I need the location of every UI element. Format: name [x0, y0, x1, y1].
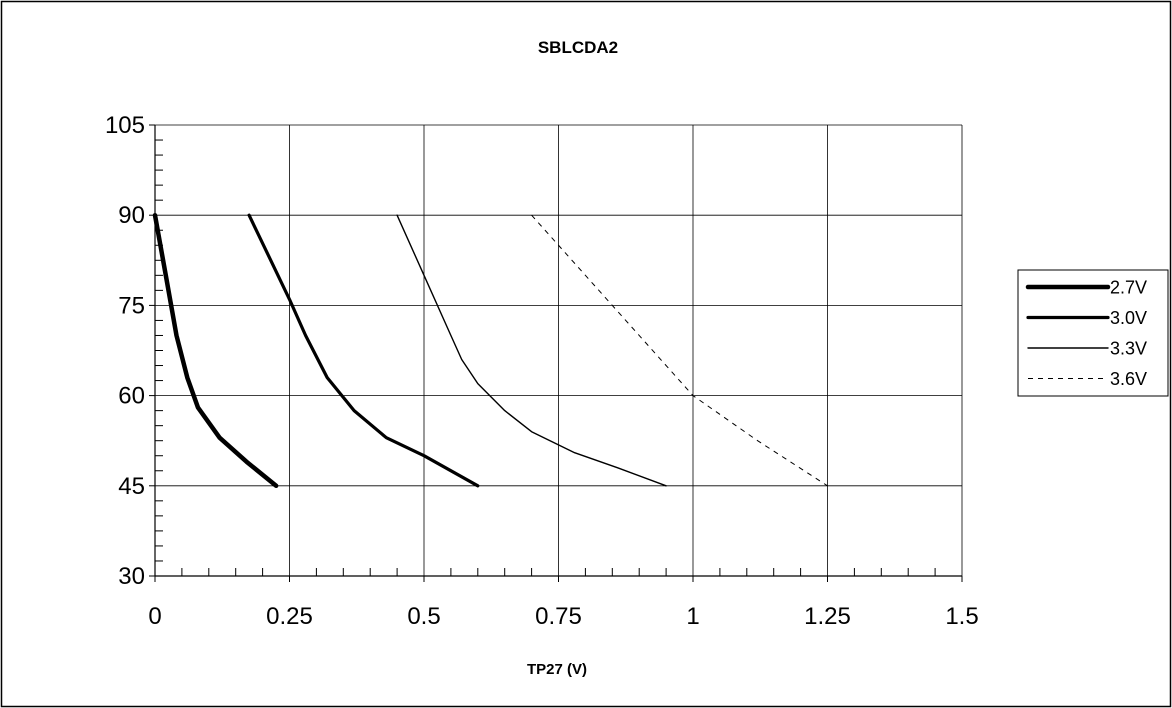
series-line-33V	[396, 214, 667, 487]
y-tick-label: 75	[118, 292, 145, 319]
x-tick-label: 0.25	[266, 603, 313, 630]
x-tick-label: 0.75	[535, 603, 582, 630]
y-tick-label: 60	[118, 383, 145, 410]
legend-box	[1017, 269, 1169, 397]
legend: 2.7V 3.0V 3.3V 3.6V	[1017, 269, 1169, 397]
x-tick-label: 0.5	[407, 603, 440, 630]
y-tick-label: 30	[118, 563, 145, 590]
series-line-30V	[247, 213, 480, 488]
x-tick-label: 1.5	[945, 603, 978, 630]
series-line-36V	[531, 214, 828, 487]
y-tick-label: 105	[105, 112, 145, 139]
legend-label: 2.7V	[1110, 278, 1147, 298]
x-tick-label: 1.25	[804, 603, 851, 630]
legend-label: 3.3V	[1110, 339, 1147, 359]
y-tick-label: 90	[118, 202, 145, 229]
x-tick-label: 1	[686, 603, 699, 630]
legend-label: 3.6V	[1110, 369, 1147, 389]
plot-area: 30 45 60 75 90 105 0 0.25 0.5 0.75 1 1.25 1.5	[105, 112, 979, 630]
x-tick-label: 0	[148, 603, 161, 630]
series-line-27V	[152, 212, 279, 489]
y-tick-label: 45	[118, 473, 145, 500]
legend-label: 3.0V	[1110, 308, 1147, 328]
x-axis-title: TP27 (V)	[527, 661, 587, 678]
chart-title: SBLCDA2	[538, 38, 618, 57]
